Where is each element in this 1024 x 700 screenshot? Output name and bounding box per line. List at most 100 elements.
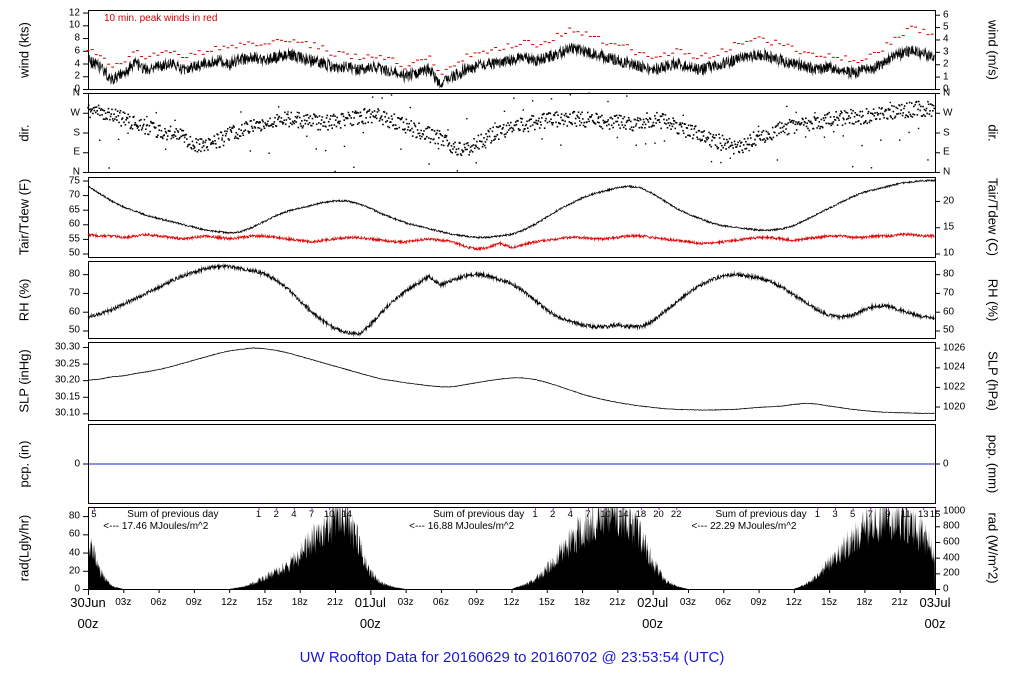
ytick-rh-left-60: 60 (68, 306, 80, 318)
x-hour-label-h51: 03z (679, 597, 697, 608)
rad-sunshine-count-0: 5 (91, 509, 97, 520)
panel-temperature-dewpoint (88, 177, 935, 257)
axis-title-slp-right: SLP (hPa) (985, 351, 1001, 411)
panel-sea-level-pressure (88, 342, 935, 420)
rad-sunshine-count-17: 3 (832, 509, 838, 520)
ytick-rad-left-40: 40 (68, 547, 80, 559)
ytick-rad-right-200: 200 (943, 567, 960, 579)
x-hour-label-h3: 03z (115, 597, 132, 608)
ytick-wind-left-6: 6 (74, 45, 80, 57)
rad-sunshine-count-7: 1 (532, 509, 538, 520)
ytick-rad-left-20: 20 (68, 565, 80, 577)
ytick-dir-left-E: E (73, 146, 80, 158)
rad-sum-label-1: Sum of previous day (433, 509, 525, 520)
x-day-label-01Jul: 01Jul (354, 595, 386, 610)
x-hour-label-h6: 06z (150, 597, 167, 608)
ytick-dir-left-N: N (72, 166, 80, 178)
ytick-slp-left-30.30: 30.30 (54, 341, 80, 353)
ytick-dir-left-W: W (70, 107, 80, 119)
ytick-wind-left-8: 8 (74, 32, 80, 44)
ytick-temp-right-20: 20 (943, 195, 955, 207)
ytick-wind-right-3: 3 (943, 46, 949, 58)
x-hour-label-h18: 18z (291, 597, 308, 608)
ytick-rh-right-80: 80 (943, 268, 955, 280)
x-hour-label-h45: 21z (609, 597, 626, 608)
axis-title-rad-left: rad(Lgly/hr) (16, 514, 32, 582)
ytick-slp-left-30.20: 30.20 (54, 374, 80, 386)
rad-sunshine-count-4: 7 (308, 509, 315, 520)
ytick-wind-right-4: 4 (943, 33, 949, 45)
rad-sunshine-count-22: 13 (917, 509, 929, 520)
rad-sunshine-count-9: 4 (567, 509, 573, 520)
ytick-temp-left-65: 65 (68, 204, 80, 216)
ytick-rh-left-80: 80 (68, 268, 80, 280)
x-day-label-03Jul: 03Jul (919, 595, 951, 610)
rad-sunshine-count-21: 11 (900, 509, 911, 520)
ytick-rad-left-80: 80 (68, 510, 80, 522)
panel-precipitation (88, 424, 935, 503)
ytick-temp-left-60: 60 (68, 218, 80, 230)
x-day-label-02Jul: 02Jul (637, 595, 669, 610)
ytick-wind-right-1: 1 (943, 71, 949, 83)
x-day-label-30Jun: 30Jun (70, 595, 106, 610)
rad-sunshine-count-19: 7 (867, 509, 873, 520)
x-hour-label-h63: 15z (821, 597, 838, 608)
x-hour-label-h15: 15z (256, 597, 273, 608)
x-day-sub-30Jun: 00z (77, 616, 99, 631)
ytick-rh-right-50: 50 (943, 324, 955, 336)
ytick-wind-right-6: 6 (943, 9, 949, 21)
x-hour-label-h69: 21z (891, 597, 908, 608)
ytick-wind-left-12: 12 (68, 7, 80, 19)
panel-relative-humidity (88, 261, 935, 338)
ytick-rad-right-1000: 1000 (943, 505, 966, 517)
ytick-temp-left-55: 55 (68, 233, 80, 245)
rad-sum-value-1: <--- 16.88 MJoules/m^2 (409, 521, 515, 532)
rad-sunshine-count-1: 1 (255, 509, 262, 520)
axis-title-dir-right: dir. (985, 123, 1001, 142)
rad-sunshine-count-3: 4 (291, 509, 297, 520)
ytick-dir-right-N: N (943, 87, 951, 99)
rad-sunshine-count-12: 14 (617, 509, 629, 520)
axis-title-wind-right: wind (m/s) (985, 19, 1001, 80)
ytick-rad-right-600: 600 (943, 536, 960, 548)
rad-sunshine-count-2: 2 (273, 509, 279, 520)
ytick-slp-right-1022: 1022 (943, 381, 966, 393)
ytick-dir-right-W: W (943, 107, 953, 119)
ytick-slp-left-30.15: 30.15 (54, 391, 80, 403)
axis-title-temp-right: Tair/Tdew (C) (985, 177, 1001, 257)
x-hour-label-h66: 18z (856, 597, 873, 608)
ytick-slp-right-1024: 1024 (943, 361, 966, 373)
ytick-temp-right-10: 10 (943, 247, 955, 259)
figure-title: UW Rooftop Data for 20160629 to 20160702… (299, 649, 725, 666)
ytick-rh-right-60: 60 (943, 306, 955, 318)
axis-title-rh-right: RH (%) (985, 278, 1001, 321)
x-day-sub-03Jul: 00z (924, 616, 946, 631)
x-hour-label-h33: 09z (468, 597, 485, 608)
ytick-wind-left-0: 0 (74, 83, 80, 95)
ytick-dir-right-N: N (943, 166, 951, 178)
x-hour-label-h27: 03z (397, 597, 414, 608)
x-hour-label-h9: 09z (185, 597, 202, 608)
axis-title-rad-right: rad (W/m^2) (985, 512, 1001, 584)
x-hour-label-h39: 15z (538, 597, 555, 608)
wind-peak-note: 10 min. peak winds in red (104, 13, 218, 24)
ytick-rh-right-70: 70 (943, 287, 955, 299)
rad-sunshine-count-18: 5 (849, 509, 856, 520)
ytick-wind-right-5: 5 (943, 21, 949, 33)
ytick-pcp-right-0: 0 (943, 458, 949, 469)
ytick-slp-left-30.10: 30.10 (54, 407, 80, 419)
ytick-rad-left-0: 0 (74, 583, 80, 595)
ytick-temp-right-15: 15 (943, 221, 955, 233)
ytick-wind-left-4: 4 (74, 58, 80, 70)
rad-sunshine-count-16: 1 (814, 509, 821, 520)
ytick-dir-right-S: S (943, 127, 950, 138)
x-hour-label-h12: 12z (221, 597, 238, 608)
x-hour-label-h60: 12z (785, 597, 802, 608)
rad-sunshine-count-11: 10 (600, 509, 611, 520)
rad-sunshine-count-23: 15 (929, 509, 941, 520)
ytick-rh-left-50: 50 (68, 324, 80, 336)
rad-sum-label-2: Sum of previous day (715, 509, 807, 520)
rad-sunshine-count-15: 22 (670, 509, 682, 520)
